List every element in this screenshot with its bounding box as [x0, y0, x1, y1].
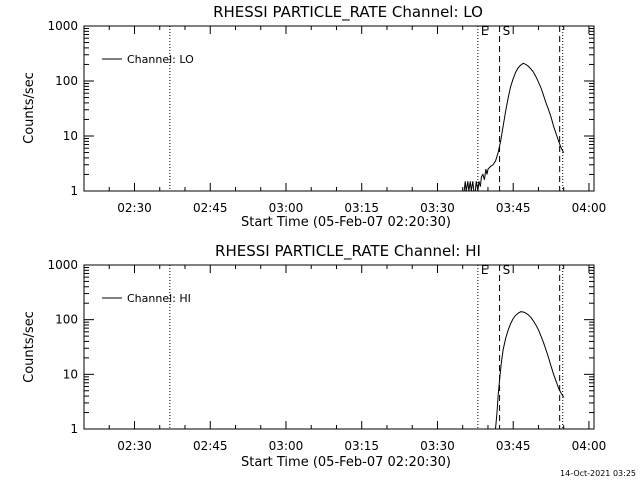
panel-title: RHESSI PARTICLE_RATE Channel: LO	[213, 3, 483, 22]
y-tick-label: 1	[70, 422, 78, 436]
x-tick-label: 03:00	[269, 201, 304, 215]
x-tick-label: 03:30	[420, 201, 455, 215]
y-tick-label: 1000	[47, 258, 78, 272]
series-line	[463, 62, 565, 192]
x-tick-label: 02:45	[193, 439, 228, 453]
event-marker-label: E	[481, 24, 489, 38]
panel-title: RHESSI PARTICLE_RATE Channel: HI	[215, 242, 481, 261]
series-line	[495, 311, 565, 430]
x-tick-label: 02:30	[117, 439, 152, 453]
x-tick-label: 03:15	[344, 439, 379, 453]
legend-label: Channel: LO	[127, 53, 194, 66]
x-axis-label: Start Time (05-Feb-07 02:20:30)	[241, 455, 451, 470]
y-tick-label: 100	[55, 74, 78, 88]
panel-lo: RHESSI PARTICLE_RATE Channel: LO Counts/…	[22, 3, 606, 230]
x-tick-label: 03:15	[344, 201, 379, 215]
x-tick-label: 03:45	[496, 439, 531, 453]
x-tick-label: 02:30	[117, 201, 152, 215]
x-tick-label: 02:45	[193, 201, 228, 215]
y-tick-label: 100	[55, 313, 78, 327]
legend-label: Channel: HI	[127, 292, 191, 305]
y-tick-label: 1000	[47, 19, 78, 33]
plot-frame	[83, 25, 595, 192]
x-axis-label: Start Time (05-Feb-07 02:20:30)	[241, 215, 451, 230]
y-axis-label: Counts/sec	[22, 72, 37, 144]
x-tick-label: 03:30	[420, 439, 455, 453]
x-tick-label: 03:45	[496, 201, 531, 215]
panel-hi: RHESSI PARTICLE_RATE Channel: HI Counts/…	[22, 242, 606, 470]
y-tick-label: 10	[63, 129, 78, 143]
event-marker-label: S	[503, 24, 511, 38]
event-marker-label: S	[503, 263, 511, 277]
x-tick-label: 03:00	[269, 439, 304, 453]
y-tick-label: 1	[70, 184, 78, 198]
event-marker-label: E	[481, 263, 489, 277]
x-tick-label: 04:00	[572, 201, 607, 215]
x-tick-label: 04:00	[572, 439, 607, 453]
y-tick-label: 10	[63, 367, 78, 381]
y-axis-label: Counts/sec	[22, 311, 37, 383]
plot-frame	[83, 264, 595, 430]
timestamp: 14-Oct-2021 03:25	[560, 469, 636, 478]
